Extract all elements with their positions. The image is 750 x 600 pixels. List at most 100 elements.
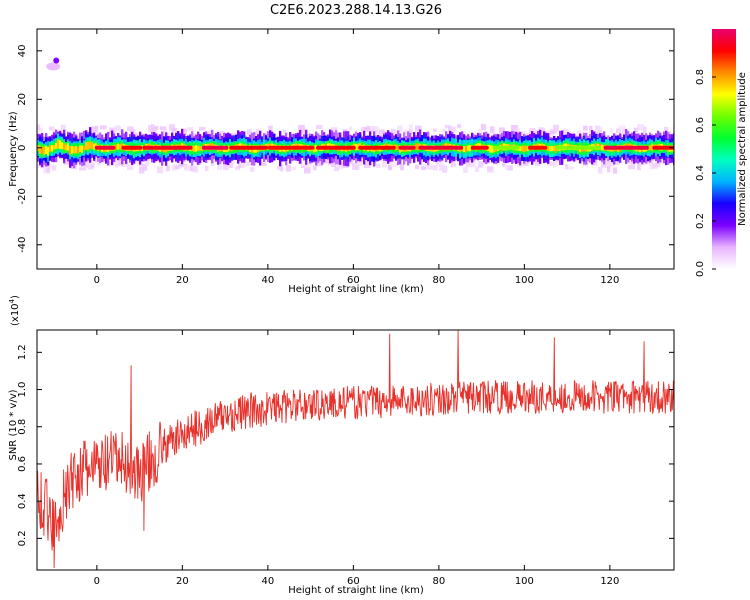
spectrum-halo-cell [499,127,505,134]
y-tick-label: 1.0 [17,382,28,398]
spectrum-band-cell [83,145,86,151]
spectrum-halo-cell [292,166,297,171]
spectrum-halo-cell [79,167,86,171]
spectrum-band-cell [65,144,68,151]
spectrum-band-cell [551,146,554,152]
spectrum-band-cell [119,144,122,150]
spectrum-band-cell [601,144,604,151]
spectrum-halo-cell [115,162,119,168]
spectrum-halo-cell [286,165,292,172]
spectrum-halo-cell [220,131,226,135]
spectrum-halo-cell [589,125,593,133]
spectrum-halo-cell [244,161,248,167]
spectrum-band-cell [49,145,52,152]
spectrum-halo-cell [118,158,124,166]
spectrum-band-cell [491,145,494,153]
spectrum-halo-cell [154,126,159,130]
spectrum-halo-cell [316,125,323,130]
spectrum-band-cell [193,145,196,152]
spectrum-halo-cell [610,161,615,167]
spectrum-halo-cell [595,126,602,134]
spectrum-halo-cell [400,164,405,171]
spectrum-halo-cell [64,158,70,165]
x-tick-label: 0 [94,576,100,587]
spectrum-band-cell [73,146,76,154]
spectrum-halo-cell [457,124,462,128]
spectrum-halo-cell [169,124,175,131]
spectrum-band-cell [417,143,420,151]
spectrum-halo-cell [394,130,399,138]
spectrum-band-cell [67,143,70,151]
spectrum-halo-cell [352,163,358,170]
spectrum-halo-cell [262,162,267,166]
spectrum-band-cell [521,145,524,152]
spectrum-halo-cell [487,166,493,171]
colorbar [712,29,736,269]
spectrum-halo-cell [175,165,181,170]
spectrum-halo-cell [514,128,520,134]
spectrum-halo-cell [475,166,479,173]
colorbar-tick-label: 0.0 [695,261,706,277]
spectrum-halo-cell [364,126,368,131]
spectrum-halo-cell [331,127,338,132]
spectrum-band-cell [197,145,200,151]
spectrum-band-cell [47,147,50,156]
spectrum-halo-cell [256,128,260,136]
spectrum-halo-cell [520,131,526,136]
spectrum-halo-cell [268,125,273,131]
spectrum-band-cell [63,143,66,150]
spectrum-halo-cell [505,165,510,171]
spectrum-band-cell [651,143,654,151]
spectrum-halo-cell [568,166,574,170]
spectrum-halo-cell [379,129,385,135]
spectrum-band-cell [75,145,78,154]
spectrum-halo-cell [355,165,360,171]
spectrum-halo-cell [598,167,603,174]
spectrum-band-cell [87,142,90,151]
spectrum-halo-cell [388,166,392,170]
y-tick-label: 40 [17,44,28,57]
spectrum-halo-cell [307,133,311,141]
spectrum-halo-cell [280,164,284,172]
spectrum-halo-cell [550,130,557,134]
spectrum-band-cell [69,145,72,155]
spectrum-band-cell [117,143,120,150]
spectrum-band-cell [85,142,88,150]
x-tick-label: 0 [94,275,100,286]
spectrum-halo-cell [613,167,618,174]
spectrum-halo-cell [100,125,107,130]
spectrum-halo-cell [415,164,419,170]
spectrum-halo-cell [655,162,661,167]
spectrum-band-cell [397,145,400,150]
y-tick-label: 0.6 [17,456,28,472]
spectrum-halo-cell [148,127,153,132]
spectrum-halo-cell [151,124,155,129]
spectrum-halo-cell [628,157,633,164]
spectrum-halo-cell [619,125,626,130]
spectrum-halo-cell [247,162,252,166]
spectrum-halo-cell [184,164,191,171]
x-tick-label: 40 [261,576,274,587]
spectrum-band-cell [93,143,96,150]
spectrum-halo-cell [598,130,602,135]
spectrum-halo-cell [94,125,99,131]
snr-scale-label: (x104) [8,295,21,326]
spectrum-halo-cell [535,159,540,166]
colorbar-tick-label: 0.4 [695,165,706,181]
spectrum-halo-cell [382,161,387,168]
spectrum-halo-cell [115,157,119,165]
spectrum-halo-cell [511,124,518,132]
spectrum-halo-cell [121,162,128,167]
spectrum-halo-cell [637,164,641,171]
spectrum-band-cell [71,146,74,154]
spectrum-halo-cell [664,126,669,131]
spectrum-band-cell [649,145,652,151]
spectrum-halo-cell [451,160,456,168]
colorbar-ticks: 0.0 0.2 0.4 0.6 0.8 [695,69,716,277]
spectrum-band-cell [415,143,418,151]
spectrum-band-cell [527,146,530,152]
spectrum-halo-cell [334,166,340,172]
spectrum-halo-cell [481,124,487,131]
y-tick-label: -20 [17,188,28,204]
